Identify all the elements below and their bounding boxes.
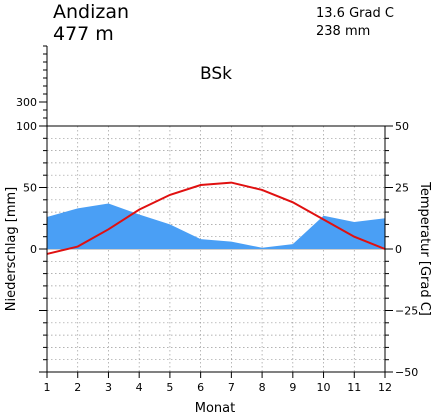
grid xyxy=(47,126,385,372)
x-tick-label: 2 xyxy=(74,381,81,394)
right-axis-ticks: −50 −25 0 25 50 xyxy=(385,120,418,379)
x-tick-label: 6 xyxy=(197,381,204,394)
annual-precipitation: 238 mm xyxy=(316,24,370,39)
y-axis-left-label: Niederschlag [mm] xyxy=(4,187,19,312)
x-tick-label: 1 xyxy=(44,381,51,394)
x-axis-ticks: 1 2 3 4 5 6 7 8 9 10 11 12 xyxy=(44,372,392,394)
x-axis-label: Monat xyxy=(195,401,235,416)
x-tick-label: 11 xyxy=(347,381,361,394)
left-axis-ticks: 0 50 100 xyxy=(16,120,47,373)
right-tick-label: 25 xyxy=(395,182,409,195)
left-tick-label: 100 xyxy=(16,120,37,133)
x-tick-label: 9 xyxy=(289,381,296,394)
x-tick-label: 8 xyxy=(259,381,266,394)
right-tick-label: −25 xyxy=(395,305,418,318)
station-elevation: 477 m xyxy=(53,23,114,45)
upper-precip-axis: 300 xyxy=(16,45,48,126)
temperature-line xyxy=(46,181,386,255)
x-tick-label: 5 xyxy=(166,381,173,394)
upper-axis-tick-label: 300 xyxy=(16,96,37,109)
y-axis-right-label: Temperatur [Grad C] xyxy=(417,181,432,316)
x-tick-label: 7 xyxy=(228,381,235,394)
x-tick-label: 10 xyxy=(317,381,331,394)
right-tick-label: 0 xyxy=(395,243,402,256)
left-tick-label: 50 xyxy=(23,182,37,195)
x-tick-label: 3 xyxy=(105,381,112,394)
right-tick-label: 50 xyxy=(395,120,409,133)
x-tick-label: 12 xyxy=(378,381,392,394)
station-name: Andizan xyxy=(53,1,129,23)
climate-classification: BSk xyxy=(200,64,232,84)
x-tick-label: 4 xyxy=(136,381,143,394)
right-tick-label: −50 xyxy=(395,366,418,379)
mean-temperature: 13.6 Grad C xyxy=(316,6,394,21)
left-tick-label: 0 xyxy=(30,243,37,256)
